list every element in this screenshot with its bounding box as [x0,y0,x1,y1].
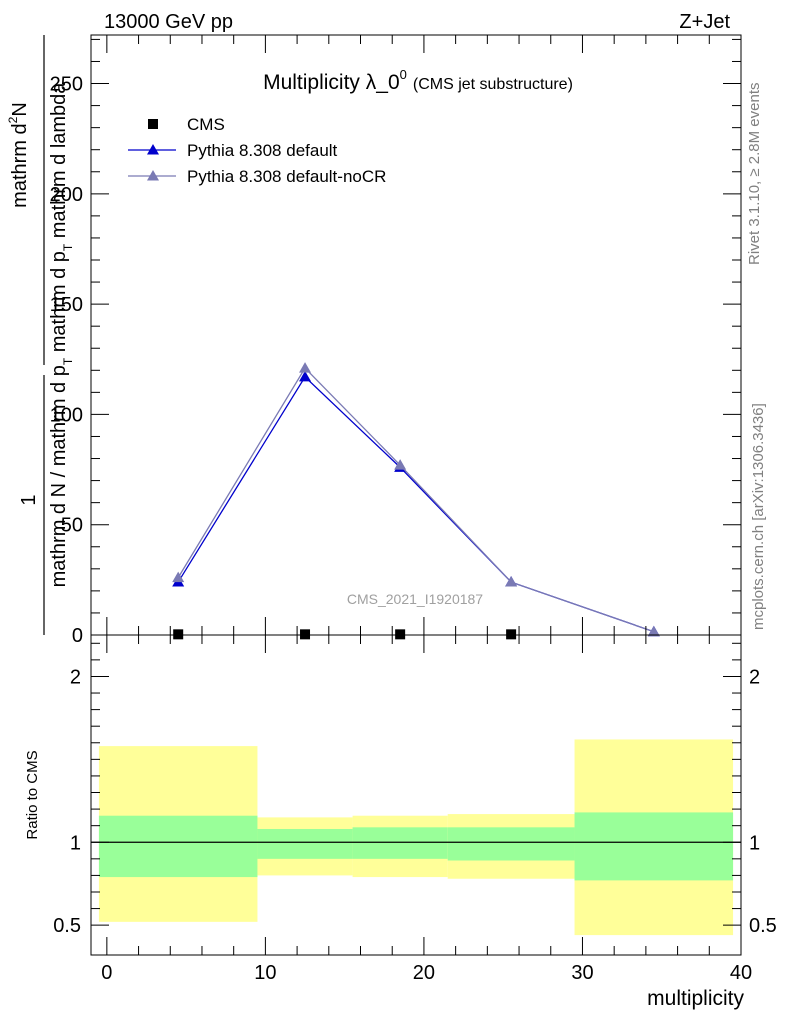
ylabel-numerator-sup: 2 [6,116,20,123]
ylabel-denominator-b: mathrm d p [48,251,70,358]
cms-data-point [506,629,517,640]
series-point-2 [172,571,185,583]
mcplots-credit-label: mcplots.cern.ch [arXiv:1306.3436] [750,403,767,630]
ratio-ylabel: Ratio to CMS [24,750,41,839]
main-title: Multiplicity λ_00 (CMS jet substructure) [263,67,573,94]
ylabel-numerator: mathrm d2N [6,102,31,208]
ylabel-numerator-d: mathrm d [9,123,31,207]
ratio-ytick-label-right: 2 [749,666,760,688]
main-ytick-label: 200 [50,184,83,206]
series-point-2 [394,459,407,470]
ratio-ytick-label-left: 2 [70,666,81,688]
header-process-label: Z+Jet [679,11,730,33]
legend-marker-2 [147,170,159,181]
ratio-ytick-label-right: 0.5 [749,915,777,937]
ratio-xtick-label: 40 [730,962,752,984]
ratio-inner-band-3 [447,827,575,861]
title-text: Multiplicity λ_0 [263,71,400,94]
series-point-2 [647,625,660,637]
ratio-inner-band-1 [257,828,353,859]
ratio-xtick-label: 10 [254,962,276,984]
ylabel-numerator-tail: N [9,102,31,116]
ratio-panel: 0.5 0.51 12 20 10 20 30 40 Ratio to CMS multipl… [24,634,777,1010]
ratio-inner-band-2 [352,827,448,859]
ratio-xlabel: multiplicity [647,987,744,1010]
ratio-bands [91,739,741,936]
legend-label-1: Pythia 8.308 default [187,141,338,160]
cms-data-point [300,629,311,640]
ylabel-prefix: 1 [18,494,40,505]
title-subtitle: (CMS jet substructure) [413,76,573,93]
legend-label-0: CMS [187,115,225,134]
ylabel-denominator-sub2: T [61,243,75,251]
main-ytick-label: 0 [72,625,83,647]
main-data-layer [172,362,660,640]
series-point-2 [505,576,518,587]
main-ytick-label: 50 [61,515,83,537]
ratio-ytick-label-left: 1 [70,832,81,854]
ylabel-denominator-c: mathrm d lambda [48,82,70,244]
ratio-plot-frame [90,634,742,956]
ylabel-denominator-sub1: T [61,357,75,365]
main-ytick-label: 250 [50,74,83,96]
legend-marker-1 [147,144,159,155]
header-energy-label: 13000 GeV pp [104,11,233,33]
ratio-inner-band-0 [98,815,258,878]
ratio-xtick-label: 0 [101,962,112,984]
main-ylabel: 1 mathrm d2N mathrm d N / mathrm d pT ma… [6,35,75,635]
legend-label-2: Pythia 8.308 default-noCR [187,167,386,186]
title-superscript: 0 [400,67,407,82]
series-point-1 [299,370,312,382]
rivet-version-label: Rivet 3.1.10, ≥ 2.8M events [746,83,763,266]
ylabel-denominator: mathrm d N / mathrm d pT mathrm d pT mat… [48,82,75,588]
cms-data-point [395,629,406,640]
ratio-xtick-label: 30 [571,962,593,984]
main-ytick-label: 100 [50,404,83,426]
legend: CMS Pythia 8.308 default Pythia 8.308 defa… [128,115,386,186]
legend-marker-cms [148,119,158,129]
analysis-watermark: CMS_2021_I1920187 [347,591,483,607]
series-point-2 [299,362,312,373]
ratio-ytick-label-left: 0.5 [53,915,81,937]
ratio-xtick-label: 20 [413,962,435,984]
ratio-ytick-label-right: 1 [749,832,760,854]
ylabel-denominator-a: mathrm d N / mathrm d p [48,365,70,587]
main-ytick-label: 150 [50,294,83,316]
ratio-inner-band-4 [574,812,734,881]
cms-data-point [173,629,184,640]
